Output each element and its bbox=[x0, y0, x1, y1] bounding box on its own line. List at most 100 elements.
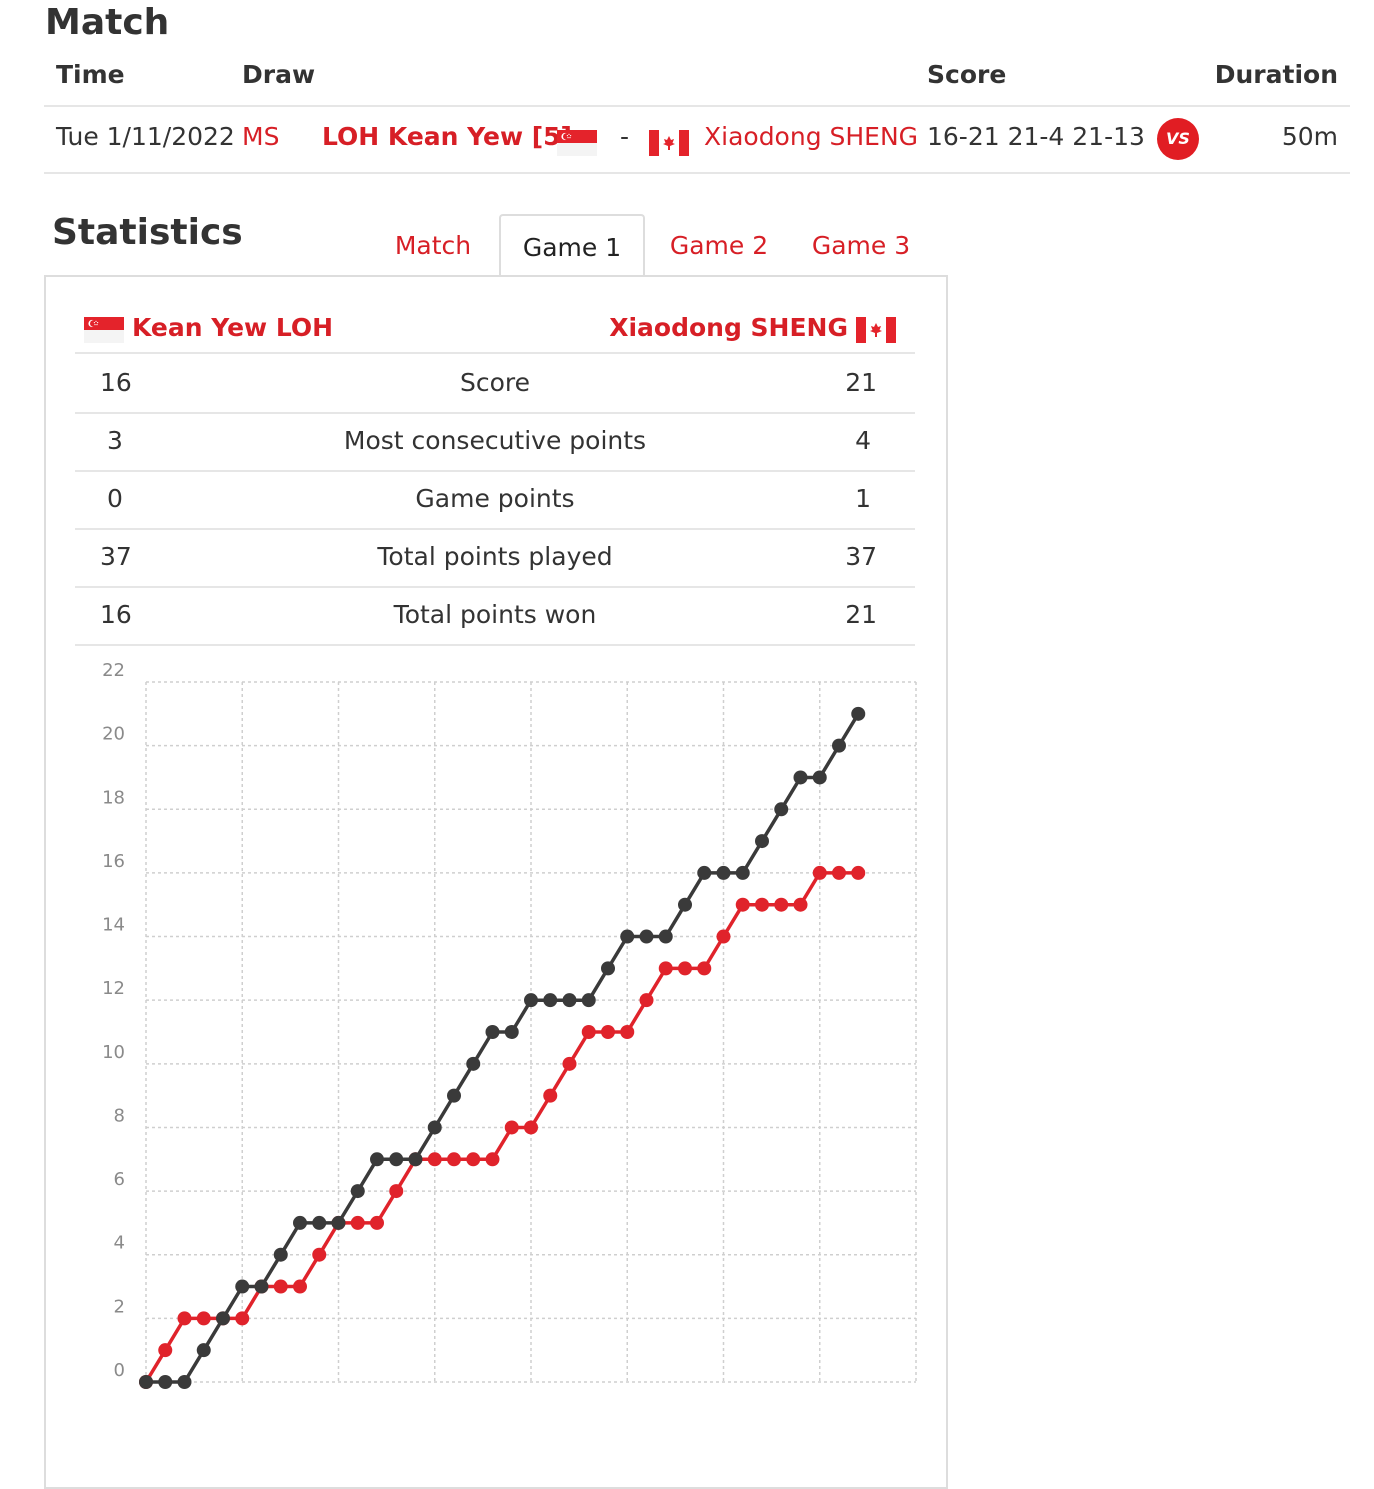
stat-left-value: 16 bbox=[100, 600, 132, 629]
series-0-point bbox=[524, 1120, 538, 1135]
series-0-point bbox=[697, 961, 712, 976]
header-duration: Duration bbox=[1214, 60, 1338, 89]
series-1-point bbox=[620, 929, 635, 944]
series-0-point bbox=[196, 1311, 211, 1326]
tab-match[interactable]: Match bbox=[394, 231, 472, 260]
series-0-point bbox=[620, 1025, 635, 1039]
singapore-flag-icon bbox=[557, 130, 597, 156]
series-1-point bbox=[755, 834, 769, 849]
series-0-point bbox=[177, 1311, 192, 1326]
series-1-point bbox=[293, 1215, 307, 1230]
player1-link[interactable]: LOH Kean Yew [5] bbox=[322, 122, 572, 151]
series-0-point bbox=[543, 1088, 558, 1103]
tab-game-1[interactable]: Game 1 bbox=[499, 214, 645, 278]
series-1-point bbox=[832, 738, 846, 753]
header-draw: Draw bbox=[242, 60, 316, 89]
series-1-point bbox=[389, 1152, 404, 1167]
statistics-title: Statistics bbox=[52, 212, 243, 253]
match-time: Tue 1/11/2022 bbox=[56, 122, 235, 151]
series-1-point bbox=[370, 1152, 384, 1167]
series-1-point bbox=[774, 802, 789, 817]
player2-link[interactable]: Xiaodong SHENG bbox=[704, 122, 919, 151]
series-1-point bbox=[504, 1025, 519, 1039]
match-score: 16-21 21-4 21-13 bbox=[927, 122, 1145, 151]
series-1-point bbox=[678, 897, 692, 912]
series-0-point bbox=[273, 1279, 288, 1294]
stat-label: Game points bbox=[415, 484, 575, 513]
stat-row-points-played: Total points played 37 37 bbox=[75, 528, 915, 588]
series-1-point bbox=[216, 1311, 230, 1326]
series-0-point bbox=[350, 1215, 365, 1230]
vs-badge-icon[interactable]: VS bbox=[1157, 118, 1199, 160]
series-1-point bbox=[543, 993, 558, 1008]
series-1-point bbox=[697, 865, 712, 880]
series-0-point bbox=[832, 865, 846, 880]
match-duration: 50m bbox=[1281, 122, 1338, 151]
stats-player-left-link[interactable]: Kean Yew LOH bbox=[132, 313, 334, 342]
stat-label: Most consecutive points bbox=[343, 426, 647, 455]
series-1-point bbox=[447, 1088, 461, 1103]
series-1-point bbox=[273, 1247, 288, 1262]
series-0-point bbox=[158, 1343, 173, 1358]
series-1-point bbox=[331, 1215, 346, 1230]
y-tick-label: 2 bbox=[114, 1296, 125, 1317]
header-divider bbox=[44, 105, 1350, 107]
stat-right-value: 1 bbox=[855, 484, 871, 513]
canada-flag-icon bbox=[856, 317, 896, 343]
series-0-point bbox=[312, 1247, 327, 1262]
y-tick-label: 6 bbox=[114, 1169, 125, 1190]
series-1-point bbox=[350, 1184, 365, 1199]
series-0-point bbox=[812, 865, 827, 880]
y-tick-label: 22 bbox=[102, 660, 125, 681]
y-tick-label: 12 bbox=[102, 978, 125, 999]
y-tick-label: 18 bbox=[102, 787, 125, 808]
series-1-point bbox=[812, 770, 827, 785]
series-0-point bbox=[658, 961, 673, 976]
stat-row-consecutive: Most consecutive points 3 4 bbox=[75, 412, 915, 472]
points-progression-chart: 0 2 4 6 8 10 12 14 16 18 20 22 bbox=[102, 660, 917, 1389]
series-1-point bbox=[601, 961, 615, 976]
series-0-point bbox=[235, 1311, 250, 1326]
series-1-point bbox=[427, 1120, 442, 1135]
series-0-point bbox=[466, 1152, 481, 1167]
y-tick-label: 8 bbox=[114, 1105, 125, 1126]
series-1-point bbox=[177, 1375, 192, 1389]
stat-left-value: 16 bbox=[100, 368, 132, 397]
tab-game-3[interactable]: Game 3 bbox=[811, 231, 911, 260]
y-tick-label: 14 bbox=[102, 915, 125, 936]
header-score: Score bbox=[927, 60, 1007, 89]
stat-label: Total points won bbox=[393, 600, 597, 629]
y-tick-label: 10 bbox=[102, 1042, 125, 1063]
series-1-point bbox=[639, 929, 654, 944]
series-0-point bbox=[447, 1152, 461, 1167]
stat-row-points-won: Total points won 16 21 bbox=[75, 586, 915, 646]
series-1-point bbox=[562, 993, 577, 1008]
stat-left-value: 0 bbox=[107, 484, 123, 513]
series-0-point bbox=[562, 1056, 577, 1071]
singapore-flag-icon bbox=[84, 317, 124, 343]
series-0-point bbox=[639, 993, 654, 1008]
series-0-point bbox=[581, 1025, 596, 1039]
series-1-point bbox=[312, 1215, 327, 1230]
stat-row-score: Score 16 21 bbox=[75, 354, 915, 414]
player-separator: - bbox=[620, 122, 630, 151]
stat-right-value: 4 bbox=[855, 426, 871, 455]
tab-game-2[interactable]: Game 2 bbox=[669, 231, 769, 260]
series-1-point bbox=[793, 770, 808, 785]
series-1-point bbox=[254, 1279, 269, 1294]
series-1-point bbox=[196, 1343, 211, 1358]
series-1-point bbox=[158, 1375, 173, 1389]
series-line-1 bbox=[146, 712, 860, 1384]
stat-left-value: 3 bbox=[107, 426, 123, 455]
series-1-point bbox=[466, 1056, 481, 1071]
stat-label: Score bbox=[459, 368, 531, 397]
series-1-point bbox=[235, 1279, 250, 1294]
stats-player-right-link[interactable]: Xiaodong SHENG bbox=[609, 313, 848, 342]
series-1-point bbox=[524, 993, 538, 1008]
series-1-point bbox=[485, 1025, 500, 1039]
series-1-point bbox=[851, 706, 866, 721]
match-draw-link[interactable]: MS bbox=[242, 122, 280, 151]
series-0-point bbox=[716, 929, 731, 944]
canada-flag-icon bbox=[649, 130, 689, 156]
row-divider bbox=[44, 172, 1350, 174]
